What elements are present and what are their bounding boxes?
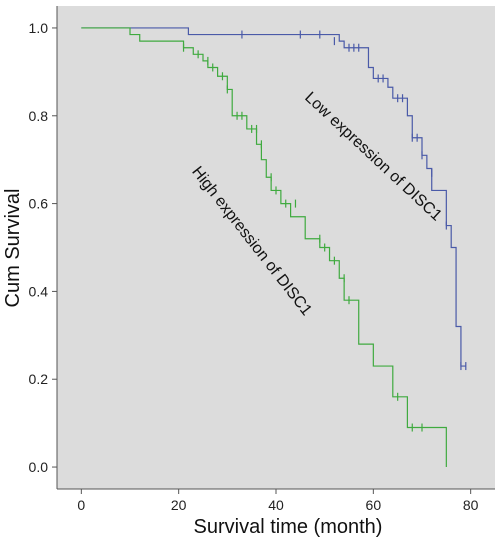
x-tick-label: 60	[366, 497, 382, 513]
axis-layer: 0.0 0.2 0.4 0.6 0.8 1.0 0 20 40 60 80	[29, 6, 495, 513]
y-tick-label: 0.2	[29, 371, 49, 387]
y-axis-title: Cum Survival	[2, 189, 24, 308]
x-tick-label: 40	[268, 497, 284, 513]
plot-background	[57, 6, 495, 489]
series-line-high	[81, 27, 447, 468]
series-line-low	[81, 27, 466, 367]
y-tick-label: 0.4	[29, 283, 49, 299]
y-tick-label: 0.8	[29, 108, 49, 124]
x-tick-label: 80	[463, 497, 479, 513]
y-tick-label: 0.0	[29, 459, 49, 475]
series-layer	[81, 27, 467, 468]
y-tick-label: 1.0	[29, 20, 49, 36]
x-tick-label: 20	[171, 497, 187, 513]
x-axis-title: Survival time (month)	[194, 516, 383, 538]
y-tick-label: 0.6	[29, 196, 49, 212]
x-tick-label: 0	[77, 497, 85, 513]
